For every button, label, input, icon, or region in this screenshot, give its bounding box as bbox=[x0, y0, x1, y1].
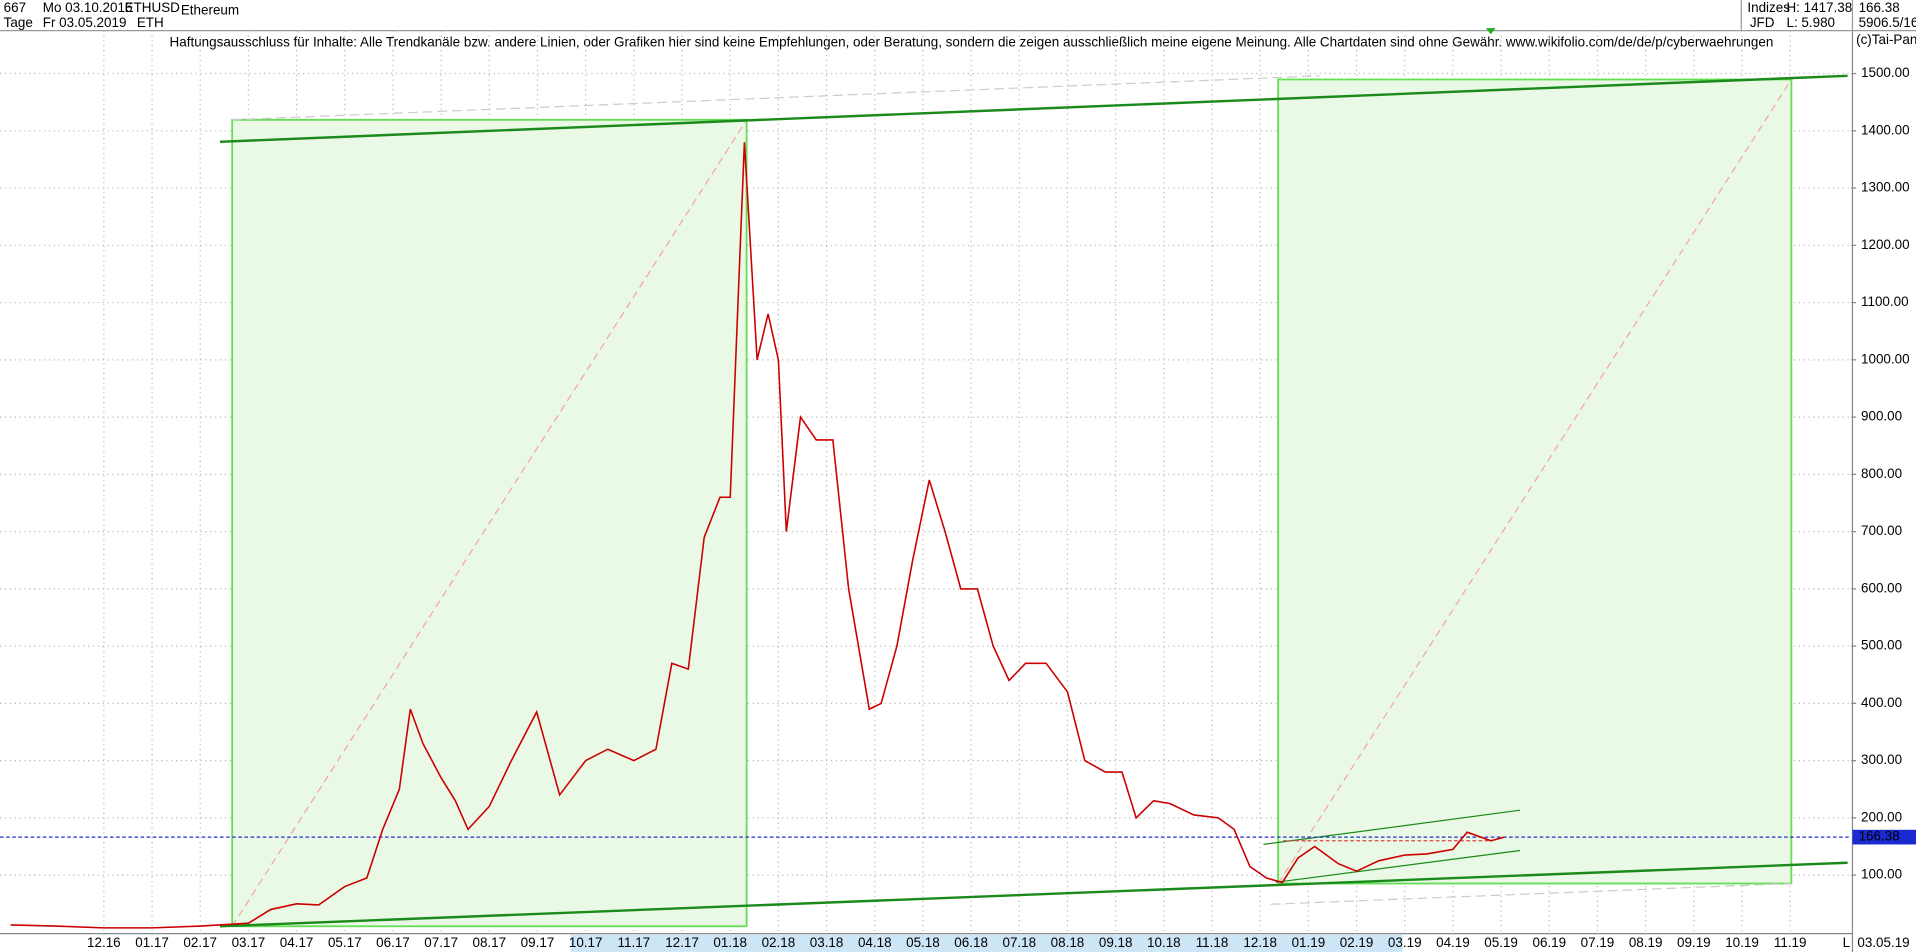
x-tick-label: 04.17 bbox=[280, 935, 314, 950]
x-tick-label: 02.18 bbox=[762, 935, 796, 950]
ratio: 5906.5/16 bbox=[1859, 15, 1916, 30]
y-tick-label: 100.00 bbox=[1861, 867, 1902, 882]
x-tick-label: 01.19 bbox=[1292, 935, 1326, 950]
count[interactable]: 667 bbox=[4, 0, 26, 15]
x-tick-label: 10.18 bbox=[1147, 935, 1181, 950]
last-price-label: 166.38 bbox=[1859, 829, 1900, 844]
x-tick-label: 03.19 bbox=[1388, 935, 1422, 950]
x-tick-label: 09.18 bbox=[1099, 935, 1133, 950]
y-tick-label: 1500.00 bbox=[1861, 65, 1910, 80]
y-tick-label: 1400.00 bbox=[1861, 122, 1910, 137]
x-tick-label: 09.19 bbox=[1677, 935, 1711, 950]
x-tick-label: 07.19 bbox=[1581, 935, 1615, 950]
y-tick-label: 1000.00 bbox=[1861, 351, 1910, 366]
date-to: Fr 03.05.2019 bbox=[43, 15, 127, 30]
y-tick-label: 600.00 bbox=[1861, 580, 1902, 595]
x-tick-label: 11.17 bbox=[618, 935, 651, 950]
x-tick-label: 02.17 bbox=[183, 935, 217, 950]
x-tick-label: 06.18 bbox=[954, 935, 988, 950]
x-tick-label: 01.18 bbox=[713, 935, 747, 950]
y-tick-label: 1100.00 bbox=[1861, 294, 1909, 309]
y-tick-label: 800.00 bbox=[1861, 466, 1902, 481]
plot: 166.38 bbox=[0, 142, 1916, 929]
high: H: 1417.38 bbox=[1786, 0, 1852, 15]
price-line bbox=[10, 142, 1505, 929]
x-tick-label: 03.18 bbox=[810, 935, 844, 950]
short-name: ETH bbox=[137, 15, 164, 30]
marker bbox=[1485, 28, 1496, 35]
x-tick-label: 11.18 bbox=[1196, 935, 1229, 950]
trend-line bbox=[219, 861, 1848, 928]
x-tick-label: 08.18 bbox=[1051, 935, 1085, 950]
end-date: 03.05.19 bbox=[1857, 935, 1909, 950]
y-tick-label: 900.00 bbox=[1861, 409, 1902, 424]
dashed-line bbox=[1270, 882, 1792, 905]
group: Indizes bbox=[1747, 0, 1790, 15]
x-tick-label: 04.19 bbox=[1436, 935, 1470, 950]
channel-line bbox=[1275, 849, 1521, 883]
y-tick-label: 400.00 bbox=[1861, 695, 1902, 710]
x-tick-label: 10.17 bbox=[569, 935, 603, 950]
x-tick-label: 12.18 bbox=[1243, 935, 1277, 950]
copyright: (c)Tai-Pan bbox=[1856, 32, 1916, 47]
x-tick-label: 06.19 bbox=[1532, 935, 1566, 950]
x-tick-label: 04.18 bbox=[858, 935, 892, 950]
y-tick-label: 1300.00 bbox=[1861, 180, 1910, 195]
x-tick-label: 02.19 bbox=[1340, 935, 1374, 950]
low: L: 5.980 bbox=[1786, 15, 1835, 30]
y-tick-label: 500.00 bbox=[1861, 638, 1902, 653]
last-price-tag bbox=[1852, 829, 1916, 845]
date-from: Mo 03.10.2016 bbox=[43, 0, 133, 15]
x-tick-label: 07.18 bbox=[1002, 935, 1036, 950]
channel-line bbox=[1263, 809, 1521, 846]
symbol[interactable]: ETHUSD bbox=[125, 0, 181, 15]
last-price-header: 166.38 bbox=[1859, 0, 1900, 15]
x-tick-label: 05.17 bbox=[328, 935, 362, 950]
x-tick-label: 12.16 bbox=[87, 935, 121, 950]
y-tick-label: 700.00 bbox=[1861, 523, 1902, 538]
period[interactable]: Tage bbox=[4, 15, 33, 30]
x-tick-label: 09.17 bbox=[521, 935, 555, 950]
trend-line bbox=[219, 74, 1848, 144]
x-tick-label: 06.17 bbox=[376, 935, 410, 950]
drawings bbox=[219, 28, 1848, 928]
disclaimer: Haftungsausschluss für Inhalte: Alle Tre… bbox=[170, 34, 1774, 49]
y-tick-label: 200.00 bbox=[1861, 809, 1902, 824]
x-tick-label: 12.17 bbox=[665, 935, 699, 950]
x-tick-label: 11.19 bbox=[1774, 935, 1807, 950]
diagonal bbox=[231, 119, 748, 927]
x-tick-label: 05.19 bbox=[1484, 935, 1518, 950]
scale-mode[interactable]: L bbox=[1843, 935, 1851, 950]
x-tick-label: 01.17 bbox=[135, 935, 169, 950]
y-tick-label: 1200.00 bbox=[1861, 237, 1910, 252]
x-tick-label: 05.18 bbox=[906, 935, 940, 950]
x-tick-label: 08.17 bbox=[472, 935, 506, 950]
instrument-name: Ethereum bbox=[181, 3, 239, 18]
x-tick-label: 03.17 bbox=[232, 935, 266, 950]
x-tick-label: 10.19 bbox=[1725, 935, 1759, 950]
dashed-line bbox=[232, 75, 1320, 121]
selection-range bbox=[570, 934, 1403, 952]
diagonal bbox=[1277, 79, 1792, 884]
x-tick-label: 08.19 bbox=[1629, 935, 1663, 950]
y-tick-label: 300.00 bbox=[1861, 752, 1902, 767]
x-tick-label: 07.17 bbox=[424, 935, 458, 950]
broker: JFD bbox=[1750, 15, 1775, 30]
